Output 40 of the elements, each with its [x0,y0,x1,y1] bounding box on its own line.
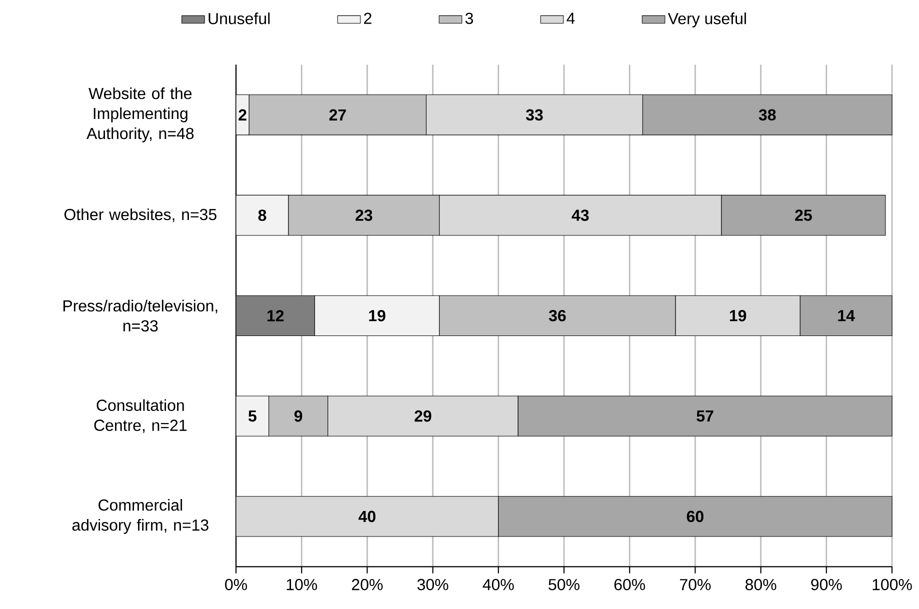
data-label: 12 [267,310,284,322]
data-label: 14 [838,310,855,322]
x-tick-label: 10% [286,578,318,590]
data-label: 9 [294,410,302,422]
x-tick-label: 20% [352,578,383,590]
x-tick-label: 50% [548,578,580,590]
x-tick-label: 90% [811,578,842,590]
data-label: 8 [258,210,266,221]
x-tick-label: 30% [417,578,448,590]
data-label: 5 [248,410,256,422]
data-label: 38 [758,109,776,121]
legend-label: Unuseful [208,12,270,24]
y-tick-label: Commercial advisory firm, n=13 [72,499,208,534]
data-label: 27 [329,109,346,120]
data-label: 19 [730,310,746,322]
y-tick-label: Other websites, n=35 [64,208,216,222]
data-label: 33 [526,109,543,121]
x-tick-label: 80% [745,578,776,590]
x-tick-label: 40% [482,578,514,590]
x-tick-label: 70% [680,578,711,590]
data-label: 23 [356,210,372,221]
x-tick-label: 60% [614,578,646,590]
x-tick-label: 0% [225,578,247,590]
legend-label: 4 [566,12,575,24]
data-label: 57 [696,410,714,422]
data-label: 43 [572,210,589,221]
data-label: 29 [414,410,432,422]
y-tick-label: Website of the Implementing Authority, n=48 [86,87,194,142]
legend-label: Very useful [668,12,746,28]
data-label: 40 [358,510,376,522]
data-label: 19 [369,310,386,322]
legend-label: 3 [465,12,473,24]
y-tick-label: Consultation Centre, n=21 [94,399,187,433]
data-label: 2 [238,109,246,120]
data-label: 25 [795,210,812,221]
x-tick-label: 100% [872,578,912,590]
data-label: 60 [686,510,704,522]
data-label: 36 [548,310,566,322]
y-tick-label: Press/radio/television, n=33 [63,300,218,332]
legend-label: 2 [364,12,372,24]
